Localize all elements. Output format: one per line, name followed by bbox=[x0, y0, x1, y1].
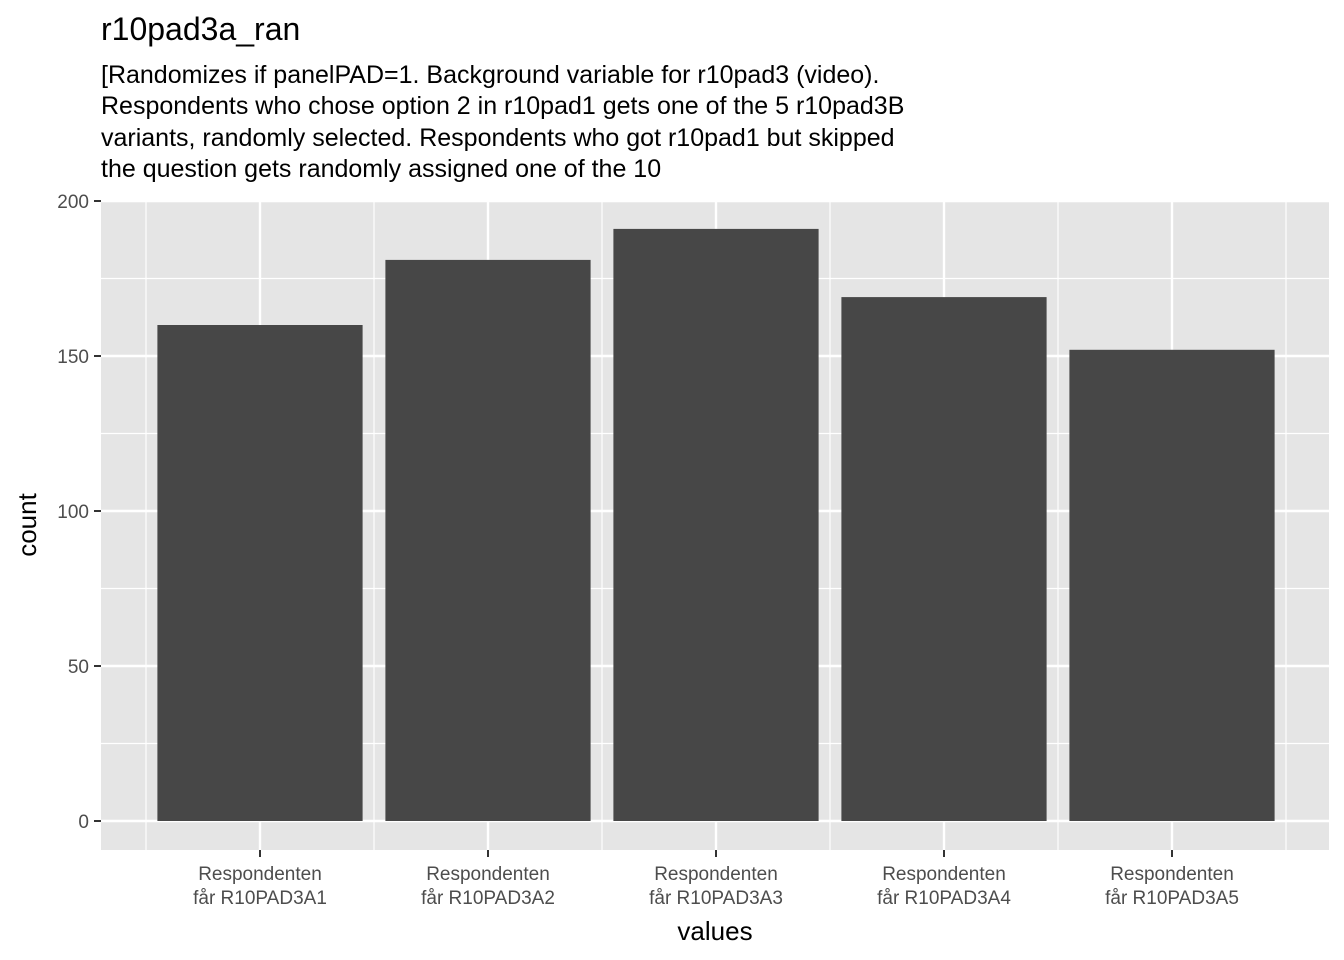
y-tick-label: 200 bbox=[57, 192, 89, 213]
y-tick-label: 50 bbox=[68, 657, 89, 678]
x-tick-label-1: Respondenten får R10PAD3A1 bbox=[193, 864, 327, 909]
x-axis-title: values bbox=[677, 916, 752, 946]
chart-subtitle-line-3: variants, randomly selected. Respondents… bbox=[101, 124, 895, 152]
chart-subtitle-line-1: [Randomizes if panelPAD=1. Background va… bbox=[101, 61, 879, 89]
y-tick-label: 0 bbox=[78, 812, 89, 833]
x-tick-label-3: Respondenten får R10PAD3A3 bbox=[649, 864, 783, 909]
chart-title: r10pad3a_ran bbox=[101, 11, 300, 47]
bar-3 bbox=[613, 228, 819, 821]
bars bbox=[157, 228, 1275, 822]
x-tick-label-4: Respondenten får R10PAD3A4 bbox=[877, 864, 1011, 909]
y-axis: 0 50 100 150 200 bbox=[57, 192, 101, 833]
y-tick-label: 150 bbox=[57, 347, 89, 368]
x-tick-label-2: Respondenten får R10PAD3A2 bbox=[421, 864, 555, 909]
x-tick-label-5: Respondenten får R10PAD3A5 bbox=[1105, 864, 1239, 909]
bar-1 bbox=[157, 325, 363, 821]
bar-4 bbox=[841, 297, 1047, 822]
bar-5 bbox=[1069, 349, 1275, 821]
chart-subtitle-line-2: Respondents who chose option 2 in r10pad… bbox=[101, 92, 904, 120]
y-tick-label: 100 bbox=[57, 502, 89, 523]
x-axis: Respondenten får R10PAD3A1 Respondenten får… bbox=[193, 850, 1239, 909]
bar-2 bbox=[385, 259, 591, 821]
y-axis-title: count bbox=[12, 492, 42, 556]
chart-subtitle-line-4: the question gets randomly assigned one … bbox=[101, 155, 661, 183]
